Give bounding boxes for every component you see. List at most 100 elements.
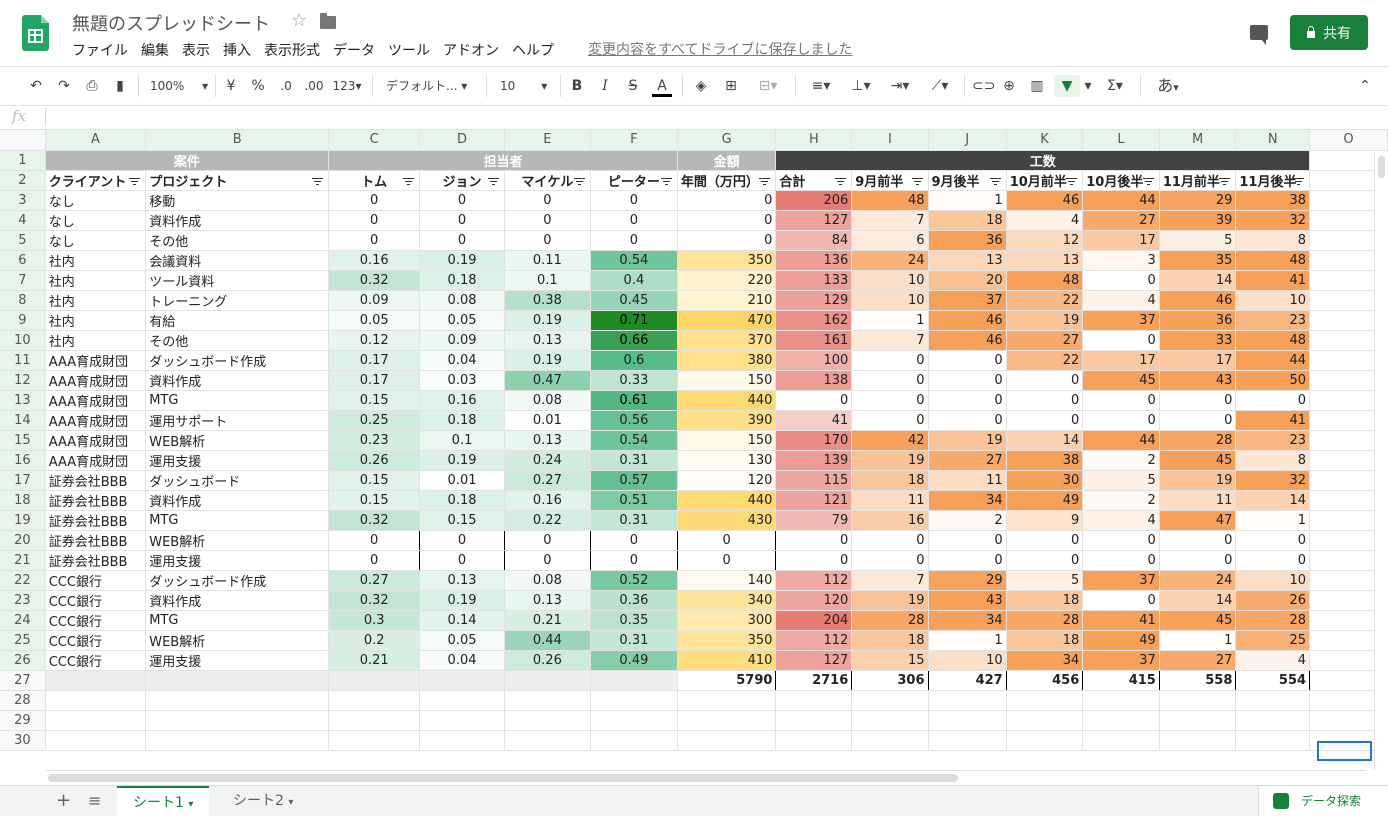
menu-insert[interactable]: 挿入 xyxy=(223,43,251,59)
cell[interactable] xyxy=(1006,690,1084,711)
column-header-m[interactable]: M xyxy=(1159,130,1237,151)
total-cell[interactable] xyxy=(145,670,330,691)
cell[interactable]: 0 xyxy=(928,370,1007,391)
cell[interactable]: 0.05 xyxy=(419,310,505,331)
cell[interactable] xyxy=(1159,710,1237,731)
cell[interactable]: 0 xyxy=(419,190,505,211)
cell[interactable]: 13 xyxy=(1006,250,1084,271)
increase-decimal-button[interactable]: .00 xyxy=(304,79,324,93)
cell[interactable]: 資料作成 xyxy=(145,590,330,611)
cell[interactable]: AAA育成財団 xyxy=(45,370,147,391)
cell[interactable]: 0.08 xyxy=(504,570,591,591)
cell[interactable]: 0 xyxy=(1006,550,1084,571)
cell[interactable]: MTG xyxy=(145,390,330,411)
cell[interactable]: 0.54 xyxy=(590,430,678,451)
cell[interactable]: CCC銀行 xyxy=(45,610,147,631)
cell[interactable]: 0 xyxy=(1159,530,1237,551)
cell[interactable]: MTG xyxy=(145,510,330,531)
column-header-o[interactable]: O xyxy=(1309,130,1388,151)
menu-tools[interactable]: ツール xyxy=(388,43,430,59)
cell[interactable]: 28 xyxy=(851,610,929,631)
cell[interactable] xyxy=(504,710,591,731)
cell[interactable]: 0.15 xyxy=(328,490,421,511)
menu-help[interactable]: ヘルプ xyxy=(512,43,554,59)
cell[interactable]: 0 xyxy=(928,350,1007,371)
link-icon[interactable]: ⊂⊃ xyxy=(972,78,996,94)
column-title[interactable]: トム xyxy=(328,170,421,191)
cell[interactable]: なし xyxy=(45,210,147,231)
cell[interactable] xyxy=(1235,710,1311,731)
cell[interactable]: 14 xyxy=(1159,270,1237,291)
total-cell[interactable]: 5790 xyxy=(677,670,777,691)
undo-icon[interactable]: ↶ xyxy=(30,78,42,94)
cell[interactable]: 0 xyxy=(1082,530,1160,551)
cell[interactable]: 18 xyxy=(928,210,1007,231)
cell[interactable]: 0 xyxy=(590,550,678,571)
row-header[interactable]: 8 xyxy=(0,290,46,311)
column-title[interactable]: 11月後半 xyxy=(1235,170,1311,191)
filter-icon[interactable] xyxy=(312,177,324,186)
cell[interactable]: 0.51 xyxy=(590,490,678,511)
total-cell[interactable]: 2716 xyxy=(775,670,853,691)
column-title[interactable]: マイケル xyxy=(504,170,591,191)
cell[interactable]: 0 xyxy=(928,390,1007,411)
cell[interactable]: 資料作成 xyxy=(145,210,330,231)
cell[interactable]: 47 xyxy=(1159,510,1237,531)
cell[interactable]: 206 xyxy=(775,190,853,211)
cell[interactable]: 0.08 xyxy=(504,390,591,411)
formula-input[interactable] xyxy=(52,108,1352,126)
more-formats-select[interactable]: 123▾ xyxy=(332,79,362,93)
cell[interactable]: 48 xyxy=(1006,270,1084,291)
cell[interactable]: 0 xyxy=(1082,330,1160,351)
cell[interactable]: 129 xyxy=(775,290,853,311)
cell[interactable]: 0 xyxy=(1006,530,1084,551)
cell[interactable]: 0.15 xyxy=(419,510,505,531)
column-title[interactable]: 年間（万円） xyxy=(677,170,777,191)
cell[interactable]: 有給 xyxy=(145,310,330,331)
cell[interactable]: 39 xyxy=(1159,210,1237,231)
bold-button[interactable]: B xyxy=(571,78,583,94)
cell[interactable] xyxy=(1006,730,1084,751)
cell[interactable]: 18 xyxy=(851,470,929,491)
column-header-i[interactable]: I xyxy=(851,130,929,151)
insert-comment-icon[interactable]: ⊕ xyxy=(1003,78,1015,94)
cell[interactable]: 8 xyxy=(1235,450,1311,471)
cell[interactable]: 112 xyxy=(775,630,853,651)
cell[interactable] xyxy=(419,690,505,711)
column-title[interactable]: ジョン xyxy=(419,170,505,191)
cell[interactable]: 370 xyxy=(677,330,777,351)
cell[interactable]: 4 xyxy=(1082,510,1160,531)
cell[interactable]: WEB解析 xyxy=(145,530,330,551)
cell[interactable]: 29 xyxy=(1159,190,1237,211)
cell[interactable]: 48 xyxy=(1235,250,1311,271)
cell[interactable]: 0 xyxy=(1082,410,1160,431)
cell[interactable]: 38 xyxy=(1006,450,1084,471)
cell[interactable]: 0.09 xyxy=(419,330,505,351)
strikethrough-button[interactable]: S xyxy=(628,78,638,94)
font-size-select[interactable]: 10 ▾ xyxy=(500,79,548,93)
column-header-h[interactable]: H xyxy=(775,130,853,151)
cell[interactable]: 0.14 xyxy=(419,610,505,631)
cell[interactable]: 24 xyxy=(1159,570,1237,591)
cell[interactable]: 15 xyxy=(851,650,929,671)
cell[interactable] xyxy=(1082,710,1160,731)
cell[interactable]: 170 xyxy=(775,430,853,451)
row-header[interactable]: 13 xyxy=(0,390,46,411)
cell[interactable]: 0 xyxy=(928,530,1007,551)
cell[interactable]: 0.38 xyxy=(504,290,591,311)
cell[interactable]: 150 xyxy=(677,370,777,391)
cell[interactable]: 0.31 xyxy=(590,630,678,651)
cell[interactable]: 1 xyxy=(1159,630,1237,651)
cell[interactable]: 4 xyxy=(1006,210,1084,231)
cell[interactable]: 1 xyxy=(1235,510,1311,531)
cell[interactable]: 資料作成 xyxy=(145,370,330,391)
cell[interactable]: 33 xyxy=(1159,330,1237,351)
cell[interactable]: 10 xyxy=(1235,290,1311,311)
cell[interactable]: 17 xyxy=(1159,350,1237,371)
cell[interactable]: 204 xyxy=(775,610,853,631)
cell[interactable]: 440 xyxy=(677,490,777,511)
cell[interactable]: 0.16 xyxy=(504,490,591,511)
group-amount[interactable]: 金額 xyxy=(677,150,777,171)
cell[interactable]: 300 xyxy=(677,610,777,631)
cell[interactable]: 0 xyxy=(775,530,853,551)
